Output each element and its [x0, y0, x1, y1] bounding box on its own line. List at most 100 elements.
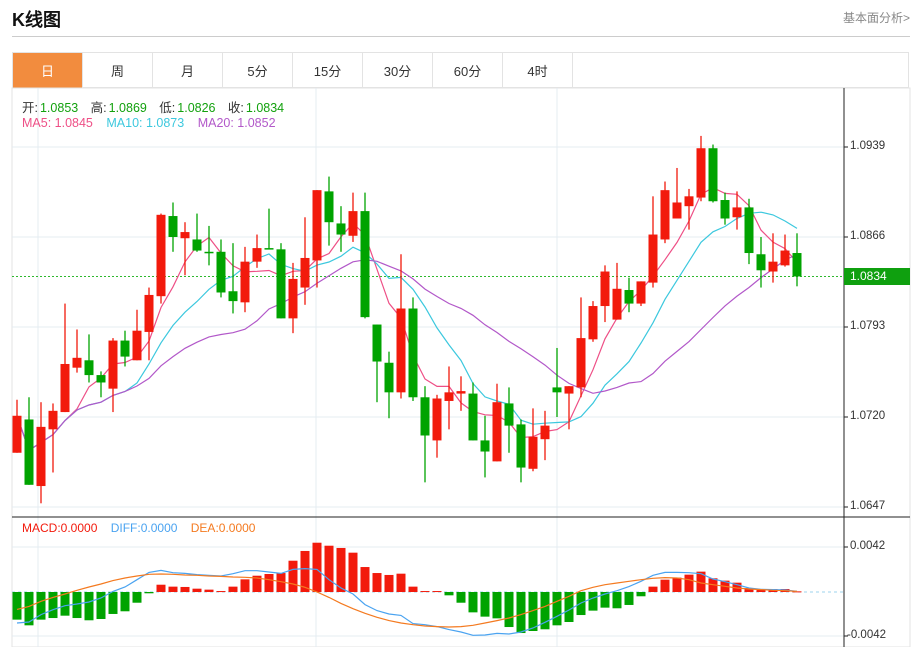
- open-label: 开:: [22, 101, 38, 115]
- tab-week[interactable]: 周: [83, 53, 153, 88]
- candle: [120, 330, 130, 367]
- candle: [108, 338, 118, 413]
- tab-60min[interactable]: 60分: [433, 53, 503, 88]
- candle: [384, 351, 394, 419]
- candle: [636, 281, 646, 307]
- macd-bar: [252, 575, 262, 592]
- candle: [288, 262, 298, 334]
- candle: [672, 167, 682, 219]
- macd-bar: [24, 592, 34, 626]
- candle: [276, 243, 286, 319]
- candle-body: [348, 211, 358, 236]
- macd-bar: [96, 592, 106, 619]
- macd-bar: [588, 592, 598, 611]
- close-value: 1.0834: [245, 101, 285, 115]
- candle: [756, 237, 766, 288]
- candle-body: [672, 202, 682, 219]
- tab-30min[interactable]: 30分: [363, 53, 433, 88]
- macd-bar: [108, 592, 118, 614]
- candle: [456, 376, 466, 411]
- candle: [588, 301, 598, 342]
- macd-legend: MACD:0.0000 DIFF:0.0000 DEA:0.0000: [22, 521, 257, 535]
- candle: [84, 334, 94, 383]
- macd-bar: [624, 592, 634, 605]
- candle-body: [480, 440, 490, 452]
- candle-body: [600, 271, 610, 307]
- candle: [684, 188, 694, 230]
- macd-bar: [516, 592, 526, 634]
- ma20-line: [16, 253, 798, 452]
- macd-bar: [444, 592, 454, 596]
- candle: [144, 287, 154, 361]
- candle: [180, 222, 190, 276]
- low-value: 1.0826: [177, 101, 216, 115]
- candle: [12, 399, 22, 453]
- macd-bar: [612, 592, 622, 609]
- macd-bar: [636, 592, 646, 597]
- high-value: 1.0869: [108, 101, 147, 115]
- tab-15min[interactable]: 15分: [293, 53, 363, 88]
- candle-body: [60, 363, 70, 413]
- macd-bar: [216, 591, 226, 593]
- candle: [732, 191, 742, 230]
- diff-value: DIFF:0.0000: [110, 521, 178, 535]
- candle-body: [204, 251, 214, 254]
- macd-bar: [372, 573, 382, 592]
- macd-bar: [684, 574, 694, 592]
- candle: [504, 387, 514, 453]
- macd-bar: [756, 589, 766, 592]
- candle: [792, 233, 802, 287]
- macd-bar: [600, 592, 610, 608]
- low-label: 低:: [159, 101, 176, 115]
- candle: [240, 246, 250, 313]
- candle-body: [528, 436, 538, 469]
- candle-body: [24, 419, 34, 485]
- candle-body: [132, 330, 142, 361]
- candle-body: [588, 306, 598, 340]
- candle: [660, 181, 670, 244]
- macd-bar: [120, 592, 130, 612]
- candle: [708, 144, 718, 203]
- tab-month[interactable]: 月: [153, 53, 223, 88]
- candle-body: [540, 425, 550, 440]
- ma10-line: [16, 211, 798, 452]
- fundamental-analysis-link[interactable]: 基本面分析>: [842, 11, 910, 25]
- close-label: 收:: [227, 101, 244, 115]
- macd-bar: [228, 586, 238, 592]
- y-tick-label: 1.0793: [850, 320, 886, 332]
- candle-body: [732, 207, 742, 218]
- candle-body: [564, 386, 574, 394]
- candle-body: [468, 393, 478, 441]
- candle: [564, 386, 574, 430]
- macd-bar: [300, 550, 310, 592]
- ma5-value: MA5: 1.0845: [22, 116, 93, 130]
- macd-bar: [408, 586, 418, 592]
- open-value: 1.0853: [39, 101, 79, 115]
- macd-bar: [48, 592, 58, 619]
- candle-body: [516, 424, 526, 468]
- tab-4hour[interactable]: 4时: [503, 53, 573, 88]
- candle-body: [552, 387, 562, 393]
- candle-body: [276, 249, 286, 319]
- ma-legend: MA5: 1.0845 MA10: 1.0873 MA20: 1.0852: [22, 116, 278, 130]
- candle: [612, 262, 622, 320]
- candle: [228, 243, 238, 314]
- macd-bar: [432, 591, 442, 593]
- macd-bar: [72, 592, 82, 619]
- macd-bar: [468, 592, 478, 613]
- macd-bar: [744, 588, 754, 592]
- macd-bar: [276, 573, 286, 592]
- candle: [624, 277, 634, 313]
- candle-body: [780, 250, 790, 266]
- tab-5min[interactable]: 5分: [223, 53, 293, 88]
- candle-body: [636, 281, 646, 304]
- y-tick-label: 1.0939: [850, 140, 886, 152]
- candle-body: [168, 216, 178, 237]
- macd-bar: [660, 579, 670, 592]
- candle-body: [696, 148, 706, 198]
- tab-day[interactable]: 日: [13, 53, 83, 88]
- y-tick-label: 1.0647: [850, 500, 886, 512]
- macd-bar: [264, 574, 274, 592]
- candle: [768, 233, 778, 283]
